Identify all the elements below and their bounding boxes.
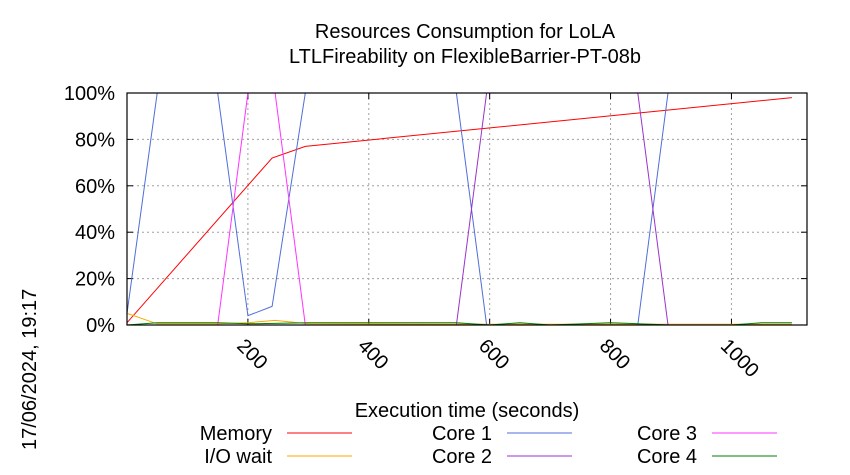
series-lines [126,92,792,326]
legend-label-core-1: Core 1 [432,423,492,445]
series-line-memory [126,97,792,324]
x-tick-label: 800 [595,335,634,374]
chart-subtitle: LTLFireability on FlexibleBarrier-PT-08b [289,46,641,68]
y-tick-label: 80% [75,129,115,151]
legend-label-core-4: Core 4 [637,446,697,468]
x-axis-label: Execution time (seconds) [355,400,580,422]
plot-frame [126,92,808,326]
legend-label-core-2: Core 2 [432,446,492,468]
timestamp-label: 17/06/2024, 19:17 [19,289,41,450]
y-tick-label: 60% [75,176,115,198]
chart-title: Resources Consumption for LoLA [315,21,616,43]
series-line-i-o-wait [126,312,792,325]
x-axis-ticks: 200 400 600 800 1000 [232,93,763,382]
grid-lines [127,93,807,325]
y-tick-label: 40% [75,222,115,244]
y-tick-label: 100% [64,83,115,105]
x-tick-label: 1000 [716,335,763,382]
legend-label-memory: Memory [200,423,272,445]
x-tick-label: 200 [232,335,271,374]
legend-label-i-o-wait: I/O wait [204,446,272,468]
y-tick-label: 20% [75,269,115,291]
x-tick-label: 600 [474,335,513,374]
y-tick-label: 0% [86,315,115,337]
x-tick-label: 400 [353,335,392,374]
y-axis-ticks: 0% 20% 40% 60% 80% 100% [64,83,807,337]
legend-label-core-3: Core 3 [637,423,697,445]
